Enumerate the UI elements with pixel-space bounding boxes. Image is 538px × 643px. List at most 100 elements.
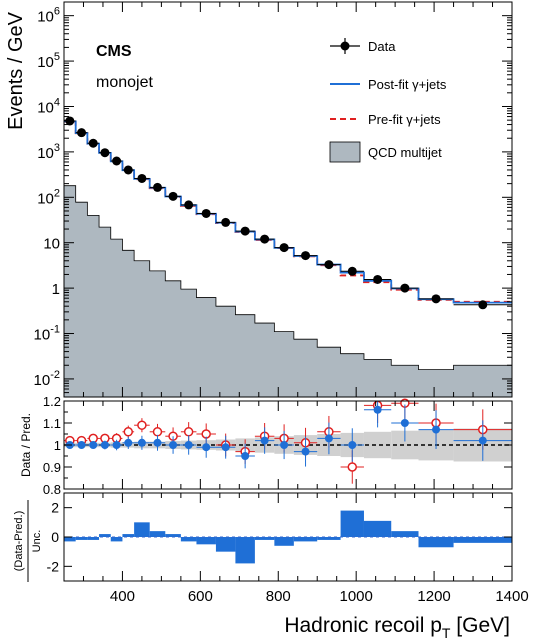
ratio-prefit-point <box>137 420 147 430</box>
main-y-tick-label: 104 <box>37 96 60 116</box>
main-panel: 10-2 10-1 1 10 102 103 104 105 106 Data Post-fit γ… <box>34 1 513 398</box>
pull-bar <box>165 534 181 537</box>
ratio-postfit-point <box>373 405 382 414</box>
pull-bar <box>122 534 135 537</box>
main-y-tick-label: 105 <box>37 51 60 71</box>
legend-label: Data <box>368 39 396 54</box>
data-point <box>400 283 410 293</box>
qcd-multijet-histogram <box>63 185 513 398</box>
main-y-tick-label: 10 <box>43 236 60 253</box>
pull-bar <box>149 531 166 537</box>
pull-bar <box>235 537 255 564</box>
ratio-postfit-point <box>202 443 211 452</box>
legend-label: Pre-fit γ+jets <box>368 112 441 127</box>
main-y-tick-label: 10-1 <box>34 324 60 344</box>
x-tick-label: 1200 <box>417 588 450 605</box>
legend-qcd-box <box>329 141 361 163</box>
pull-y-tick-label: -2 <box>47 558 60 574</box>
data-point <box>373 274 383 284</box>
pull-bar <box>293 537 318 542</box>
x-tick-label: 1400 <box>495 588 528 605</box>
data-point <box>88 138 98 148</box>
ratio-postfit-point <box>400 419 409 427</box>
data-point <box>478 300 488 310</box>
ratio-y-tick-label: 1.1 <box>43 416 61 431</box>
data-point <box>201 208 211 218</box>
data-point <box>279 243 289 253</box>
data-point <box>301 251 311 261</box>
x-tick-label: 800 <box>266 588 291 605</box>
data-point <box>184 200 194 210</box>
data-point <box>123 165 133 175</box>
data-point <box>221 217 231 227</box>
pull-y-tick-label: 2 <box>51 500 59 516</box>
ratio-prefit-point <box>347 462 358 472</box>
ratio-y-axis-label: Data / Pred. <box>19 413 33 477</box>
data-point <box>152 182 162 192</box>
ratio-y-tick-label: 0.8 <box>43 482 61 497</box>
ratio-panel: 0.8 0.9 1 1.1 1.2 <box>43 394 513 497</box>
pull-bar <box>87 537 100 540</box>
ratio-postfit-point <box>112 441 121 449</box>
channel-label: monojet <box>96 74 153 91</box>
data-point <box>112 156 122 166</box>
ratio-postfit-point <box>184 441 193 449</box>
ratio-postfit-point <box>301 447 310 456</box>
data-point <box>260 234 270 244</box>
x-tick-label: 1000 <box>339 588 372 605</box>
ratio-postfit-point <box>77 441 86 449</box>
data-point <box>168 191 178 201</box>
pull-bar <box>180 537 197 542</box>
data-point <box>137 173 147 183</box>
legend-label: QCD multijet <box>368 145 442 160</box>
pull-bar <box>134 522 150 537</box>
pull-bar <box>453 537 512 543</box>
ratio-postfit-point <box>169 441 178 449</box>
ratio-postfit-point <box>478 436 487 445</box>
pull-bar <box>99 534 111 537</box>
pull-bar <box>215 537 236 552</box>
x-axis-label: Hadronic recoil pT [GeV] <box>284 614 510 641</box>
ratio-postfit-point <box>100 441 109 449</box>
data-point <box>77 128 87 138</box>
pull-y-axis-label-bottom: Unc. <box>31 530 43 553</box>
pull-bar <box>340 510 364 537</box>
ratio-y-tick-label: 1.2 <box>43 394 61 409</box>
main-y-tick-label: 106 <box>37 6 60 26</box>
data-point <box>324 260 334 270</box>
ratio-postfit-point <box>137 438 146 447</box>
ratio-y-tick-label: 1 <box>54 438 61 453</box>
data-point <box>65 116 75 126</box>
ratio-prefit-point <box>123 427 134 437</box>
ratio-postfit-point <box>348 441 357 449</box>
data-point <box>347 266 357 276</box>
ratio-postfit-point <box>432 425 441 434</box>
pull-bar <box>196 537 216 545</box>
data-point <box>240 226 250 236</box>
main-y-tick-label: 103 <box>37 142 60 162</box>
data-point <box>431 294 441 304</box>
pull-panel: -2 0 2 400 600 800 1000 1200 1400 <box>47 2 529 605</box>
pull-bar <box>274 537 294 546</box>
main-y-tick-label: 1 <box>52 281 60 298</box>
pull-bar <box>363 520 392 537</box>
ratio-postfit-point <box>89 441 98 449</box>
data-point <box>100 148 110 158</box>
ratio-postfit-point <box>221 443 230 452</box>
main-y-tick-label: 102 <box>37 187 60 207</box>
ratio-postfit-point <box>241 452 250 460</box>
ratio-prefit-point <box>152 427 163 437</box>
ratio-prefit-point <box>183 427 194 437</box>
pull-bar <box>418 537 454 548</box>
ratio-postfit-point <box>280 441 289 449</box>
pull-bar <box>75 537 88 540</box>
pull-bar <box>254 537 275 540</box>
pull-bar <box>391 531 419 537</box>
ratio-postfit-point <box>260 436 269 445</box>
main-y-tick-label: 10-2 <box>34 369 60 389</box>
pull-bar <box>64 537 76 542</box>
legend-data-marker <box>340 41 350 51</box>
legend-label: Post-fit γ+jets <box>368 77 447 92</box>
ratio-postfit-point <box>324 434 333 443</box>
x-tick-label: 600 <box>188 588 213 605</box>
